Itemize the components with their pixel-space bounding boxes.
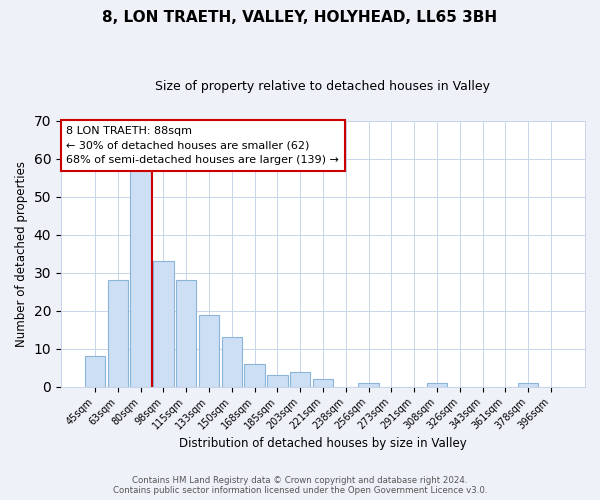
Bar <box>130 170 151 387</box>
Bar <box>290 372 310 387</box>
Bar <box>107 280 128 387</box>
Bar <box>176 280 196 387</box>
Bar <box>85 356 105 387</box>
Bar <box>267 376 287 387</box>
Y-axis label: Number of detached properties: Number of detached properties <box>15 160 28 346</box>
Bar <box>518 383 538 387</box>
Bar <box>221 338 242 387</box>
Text: Contains HM Land Registry data © Crown copyright and database right 2024.
Contai: Contains HM Land Registry data © Crown c… <box>113 476 487 495</box>
Bar <box>244 364 265 387</box>
Text: 8 LON TRAETH: 88sqm
← 30% of detached houses are smaller (62)
68% of semi-detach: 8 LON TRAETH: 88sqm ← 30% of detached ho… <box>66 126 339 166</box>
Bar <box>313 379 333 387</box>
Bar <box>153 262 173 387</box>
Bar <box>358 383 379 387</box>
Bar <box>199 314 219 387</box>
X-axis label: Distribution of detached houses by size in Valley: Distribution of detached houses by size … <box>179 437 467 450</box>
Text: 8, LON TRAETH, VALLEY, HOLYHEAD, LL65 3BH: 8, LON TRAETH, VALLEY, HOLYHEAD, LL65 3B… <box>103 10 497 25</box>
Bar <box>427 383 447 387</box>
Title: Size of property relative to detached houses in Valley: Size of property relative to detached ho… <box>155 80 490 93</box>
